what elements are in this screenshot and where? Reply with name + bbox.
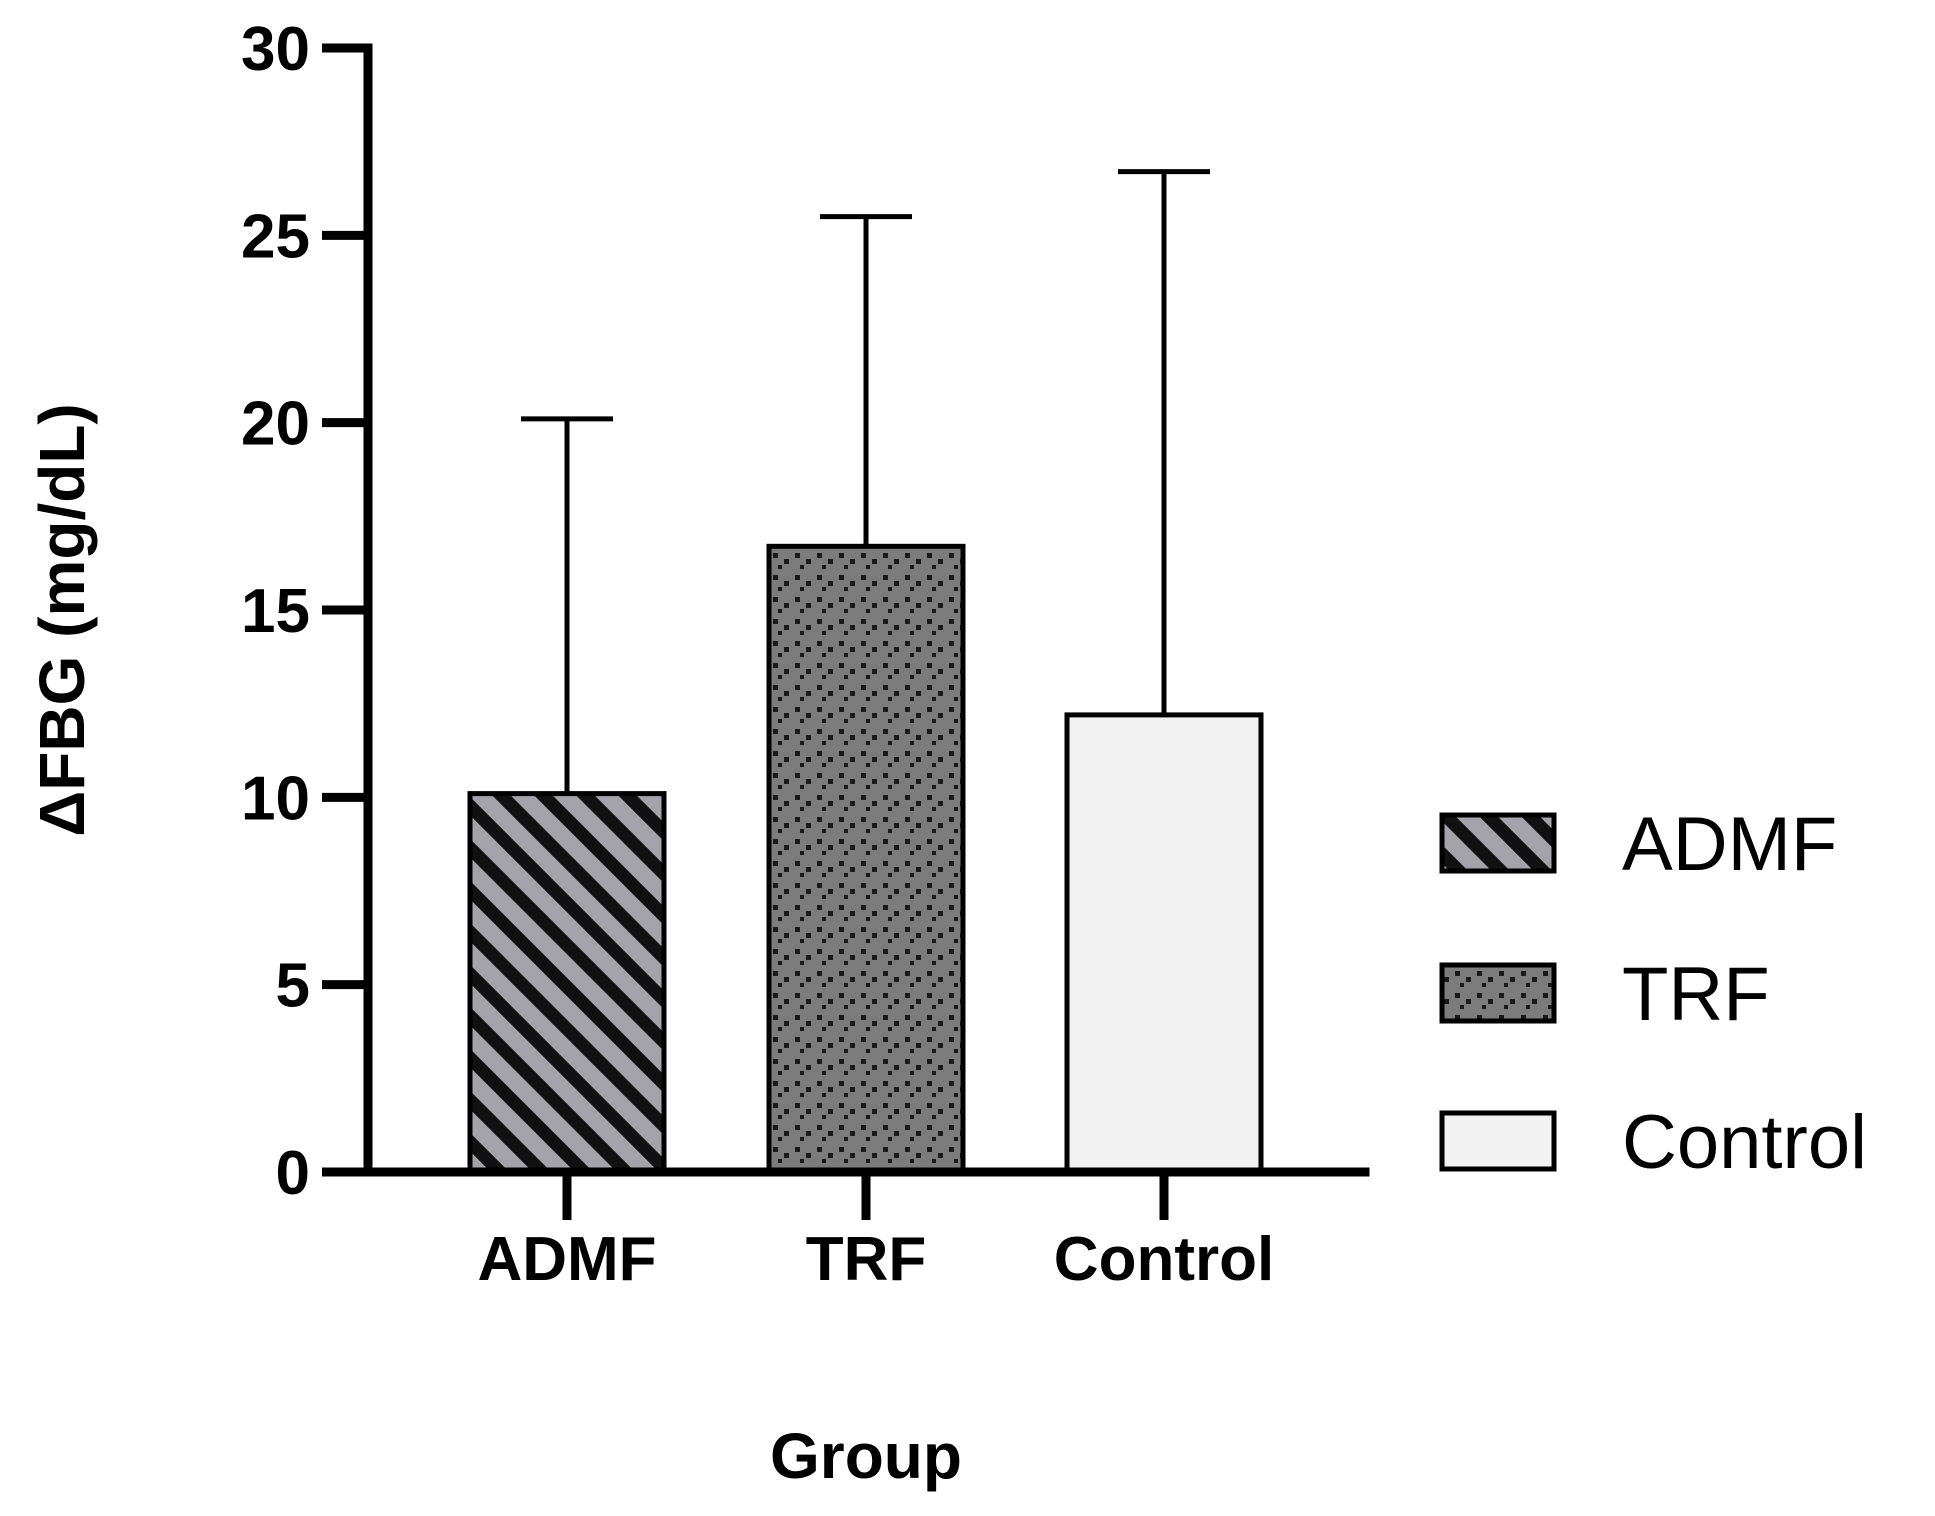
y-tick-label: 20 — [241, 390, 310, 459]
x-tick-label: ADMF — [477, 1225, 656, 1294]
y-tick-label: 0 — [276, 1139, 310, 1208]
x-axis-title: Group — [770, 1420, 962, 1492]
x-ticks: ADMF TRF Control — [477, 1172, 1274, 1294]
legend-swatch-trf — [1439, 962, 1557, 1024]
y-tick-label: 15 — [241, 577, 310, 646]
legend-swatch-control — [1439, 1110, 1557, 1172]
y-axis-title: ΔFBG (mg/dL) — [26, 403, 98, 836]
legend-swatch-admf — [1439, 812, 1557, 874]
x-tick-label: Control — [1054, 1225, 1274, 1294]
x-tick-label: TRF — [806, 1225, 927, 1294]
legend-label-control: Control — [1622, 1100, 1867, 1185]
bar-trf — [766, 543, 966, 1175]
bar-admf — [467, 791, 667, 1175]
error-bars-layer — [521, 169, 1210, 794]
y-tick-label: 5 — [276, 952, 310, 1021]
y-tick-label: 30 — [241, 15, 310, 84]
legend-label-admf: ADMF — [1622, 802, 1837, 887]
y-ticks: 0 5 10 15 20 25 30 — [241, 15, 368, 1208]
y-tick-label: 10 — [241, 764, 310, 833]
legend-label-trf: TRF — [1622, 952, 1770, 1037]
y-tick-label: 25 — [241, 202, 310, 271]
bars-layer — [467, 543, 1264, 1175]
bar-control — [1064, 712, 1264, 1175]
legend: ADMF TRF Control — [1439, 802, 1867, 1185]
